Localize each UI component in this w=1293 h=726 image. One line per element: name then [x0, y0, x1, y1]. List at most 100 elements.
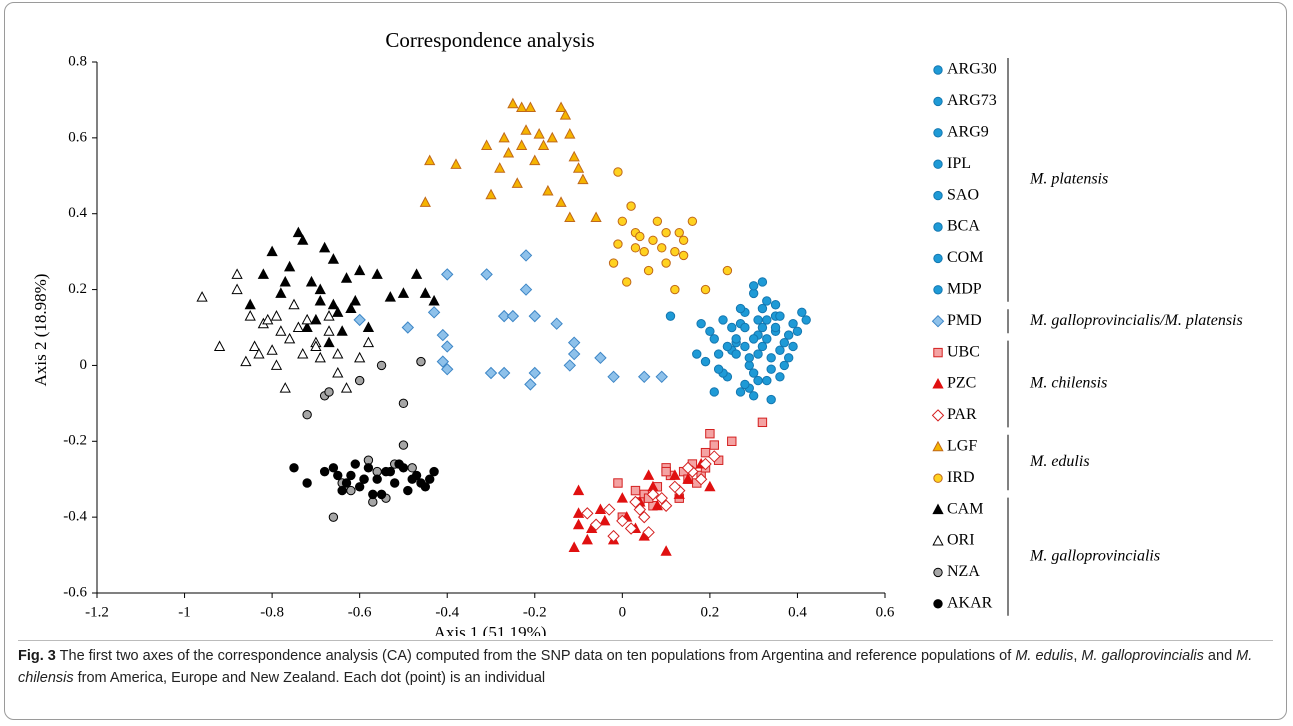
point	[381, 466, 391, 477]
point	[630, 243, 641, 253]
point	[722, 341, 733, 352]
point	[519, 249, 533, 262]
point	[403, 485, 413, 496]
point	[668, 480, 682, 494]
point	[262, 313, 274, 325]
legend-label: AKAR	[947, 594, 993, 611]
point	[546, 131, 558, 143]
x-axis-label: Axis 1 (51.19%)	[434, 623, 547, 636]
legend-marker	[931, 314, 945, 328]
legend-marker	[933, 567, 943, 578]
legend-label: ARG73	[947, 92, 997, 109]
legend-label: IPL	[947, 155, 971, 172]
point	[332, 347, 344, 359]
point	[642, 526, 655, 539]
point	[244, 310, 256, 321]
point	[555, 196, 567, 207]
point	[642, 469, 655, 480]
point	[359, 474, 369, 484]
point	[441, 363, 454, 376]
point	[700, 447, 711, 458]
point	[231, 283, 243, 295]
point	[354, 264, 366, 276]
point	[398, 440, 409, 450]
point	[436, 328, 450, 342]
point	[629, 495, 642, 509]
point	[376, 360, 387, 371]
point	[709, 440, 719, 450]
point	[323, 310, 335, 321]
legend-marker	[933, 222, 943, 232]
point	[516, 139, 528, 150]
x-tick-label: -1.2	[85, 604, 109, 620]
point	[622, 277, 632, 287]
point	[762, 315, 772, 325]
point	[762, 375, 772, 386]
point	[692, 349, 702, 359]
point	[497, 309, 511, 323]
point	[266, 245, 278, 257]
point	[425, 474, 435, 484]
point	[563, 359, 577, 372]
group-label: M. edulis	[1029, 453, 1090, 470]
point	[783, 353, 794, 363]
point	[783, 330, 794, 340]
chart-title: Correspondence analysis	[385, 28, 594, 52]
point	[213, 340, 226, 351]
point	[740, 322, 750, 333]
point	[699, 457, 712, 471]
point	[757, 341, 768, 352]
legend-label: CAM	[947, 500, 983, 517]
point	[660, 545, 672, 556]
point	[696, 319, 706, 329]
point	[346, 485, 356, 496]
point	[401, 321, 415, 334]
point	[669, 469, 681, 480]
point	[770, 300, 781, 310]
point	[643, 265, 654, 276]
point	[362, 321, 375, 332]
point	[484, 366, 498, 380]
point	[594, 351, 607, 365]
y-tick-label: 0.8	[68, 53, 87, 69]
legend-label: ARG30	[947, 61, 997, 78]
point	[529, 154, 541, 166]
point	[302, 410, 312, 420]
point	[762, 296, 772, 306]
point	[297, 347, 309, 359]
point	[757, 303, 768, 314]
legend-marker	[932, 534, 944, 546]
point	[740, 341, 750, 352]
point	[441, 268, 454, 281]
point	[735, 303, 746, 314]
point	[297, 234, 309, 245]
point	[748, 281, 759, 291]
point	[727, 322, 737, 333]
point	[670, 284, 680, 295]
point	[705, 429, 715, 439]
point	[310, 313, 322, 325]
point	[266, 344, 278, 355]
point	[441, 340, 454, 353]
point	[655, 370, 668, 384]
point	[559, 109, 572, 120]
point	[753, 375, 763, 386]
y-tick-label: 0.2	[68, 281, 87, 297]
point	[340, 272, 353, 283]
point	[345, 302, 357, 314]
point	[419, 287, 431, 298]
point	[288, 298, 300, 310]
point	[524, 378, 537, 391]
point	[567, 336, 581, 349]
legend-marker	[933, 96, 943, 107]
point	[700, 284, 711, 295]
point	[775, 372, 785, 382]
point	[498, 131, 510, 143]
legend-marker	[933, 128, 943, 138]
point	[292, 226, 305, 238]
point	[506, 309, 520, 323]
legend-label: LGF	[947, 437, 977, 454]
point	[626, 201, 636, 211]
point	[542, 184, 554, 196]
point	[494, 162, 506, 173]
